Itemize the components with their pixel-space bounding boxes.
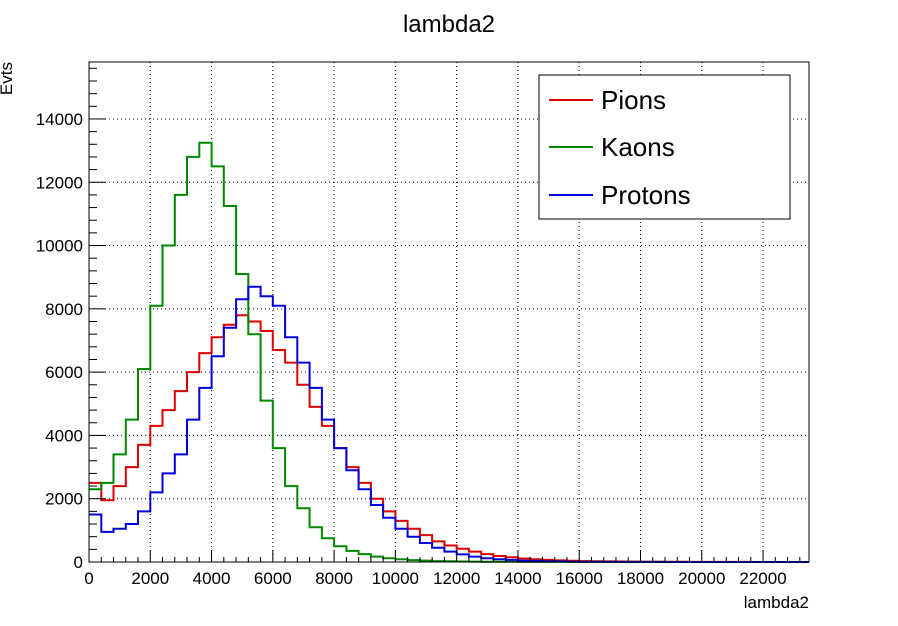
y-tick-label: 4000 (45, 426, 83, 445)
x-tick-label: 14000 (494, 569, 541, 588)
y-axis-label: Evts (0, 62, 16, 95)
series-pions-line (89, 314, 809, 563)
x-tick-label: 4000 (193, 569, 231, 588)
y-tick-label: 2000 (45, 490, 83, 509)
chart-title: lambda2 (403, 11, 495, 38)
x-tick-label: 12000 (433, 569, 480, 588)
legend-label-protons: Protons (601, 180, 691, 210)
y-tick-label: 6000 (45, 363, 83, 382)
x-tick-label: 22000 (739, 569, 786, 588)
y-tick-label: 12000 (36, 173, 83, 192)
x-tick-label: 2000 (131, 569, 169, 588)
x-tick-label: 10000 (372, 569, 419, 588)
x-tick-label: 8000 (315, 569, 353, 588)
x-tick-label: 16000 (556, 569, 603, 588)
grid-lines (89, 62, 809, 562)
plot-frame (88, 61, 810, 563)
x-tick-label: 18000 (617, 569, 664, 588)
legend-label-kaons: Kaons (601, 132, 675, 162)
y-tick-label: 8000 (45, 300, 83, 319)
legend: Pions Kaons Protons (538, 74, 791, 220)
y-tick-label: 10000 (36, 237, 83, 256)
y-tick-label: 0 (74, 553, 83, 572)
x-tick-label: 20000 (678, 569, 725, 588)
y-tick-label: 14000 (36, 110, 83, 129)
x-axis-label: lambda2 (744, 593, 809, 612)
axes: 0 2000 4000 6000 8000 10000 12000 14000 16000 180… (36, 67, 801, 588)
series-protons-line (89, 285, 809, 563)
x-tick-label: 0 (84, 569, 93, 588)
legend-label-pions: Pions (601, 85, 666, 115)
x-tick-label: 6000 (254, 569, 292, 588)
